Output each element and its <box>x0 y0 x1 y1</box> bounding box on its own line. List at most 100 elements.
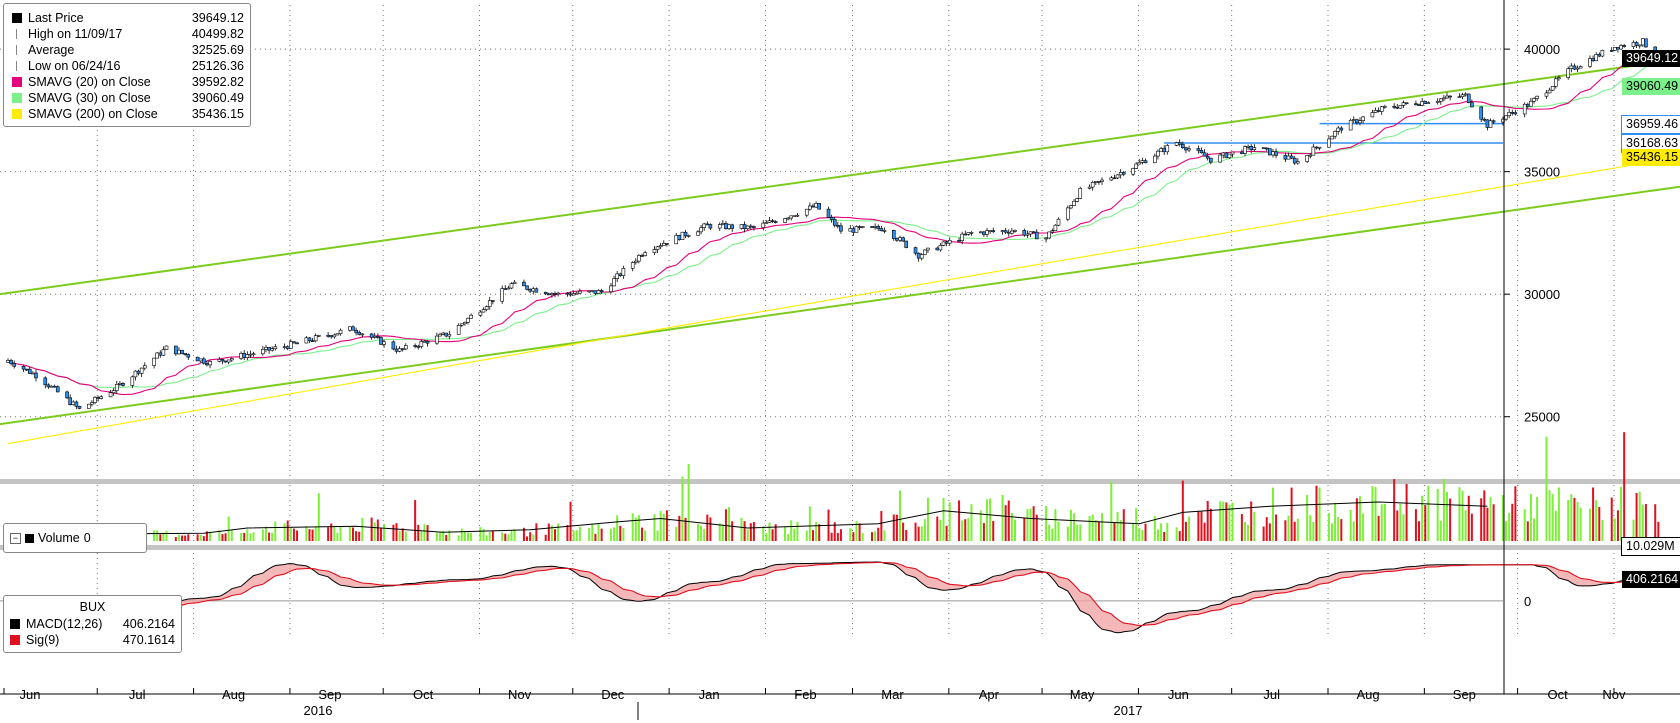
volume-bar <box>491 530 494 541</box>
macd-legend: BUX MACD(12,26) 406.2164 Sig(9) 470.1614 <box>3 595 182 653</box>
volume-bar <box>336 532 339 541</box>
candle-body <box>1613 47 1617 51</box>
legend-swatch <box>16 45 18 55</box>
candle-body <box>1370 112 1375 118</box>
volume-bar <box>1262 526 1265 541</box>
candle-body <box>270 348 274 351</box>
volume-bar <box>1446 491 1449 541</box>
candle-body <box>491 300 495 302</box>
volume-bar <box>1268 523 1271 541</box>
volume-bar <box>641 527 644 541</box>
y-tick-label: 40000 <box>1524 42 1560 57</box>
volume-bar <box>544 534 547 541</box>
candle-body <box>1529 100 1533 107</box>
candle-body <box>1162 148 1166 153</box>
volume-bar <box>1358 496 1361 541</box>
volume-bar <box>379 527 382 541</box>
candle-body <box>242 353 247 358</box>
volume-bar <box>588 527 591 541</box>
volume-bar <box>1554 510 1557 541</box>
candle-body <box>435 335 439 344</box>
volume-bar <box>1641 504 1644 541</box>
volume-bar <box>687 463 690 541</box>
candle-body <box>1159 148 1163 152</box>
candle-body <box>316 335 321 337</box>
volume-bar <box>224 533 227 541</box>
candle-body <box>161 349 166 356</box>
candle-body <box>304 337 309 344</box>
volume-bar <box>283 523 286 541</box>
candle-body <box>1547 89 1552 94</box>
volume-bar <box>1222 501 1225 541</box>
candle-body <box>876 226 881 229</box>
candle-body <box>764 222 769 224</box>
legend-label: SMAVG (30) on Close <box>28 91 151 105</box>
volume-bar <box>463 532 466 541</box>
candle-body <box>1488 120 1493 128</box>
volume-bar <box>1247 524 1250 541</box>
volume-bar <box>728 506 731 541</box>
candle-body <box>1050 230 1055 233</box>
candle-body <box>425 340 430 344</box>
volume-bar <box>1122 509 1125 541</box>
candle-body <box>1482 118 1487 121</box>
x-tick-label: Jan <box>699 687 720 702</box>
volume-bar <box>839 529 842 541</box>
candle-body <box>1336 127 1341 132</box>
candle-body <box>1115 174 1120 179</box>
candle-body <box>239 353 243 359</box>
candle-body <box>1566 68 1571 78</box>
volume-bar <box>317 493 320 541</box>
volume-bar <box>1032 506 1035 541</box>
volume-bar <box>678 515 681 541</box>
candle-body <box>988 230 992 232</box>
legend-row: Last Price 39649.12 <box>12 10 244 26</box>
candle-body <box>139 367 144 374</box>
volume-bar <box>880 511 883 541</box>
volume-bar <box>1001 494 1004 541</box>
candle-body <box>509 283 514 289</box>
volume-bar <box>796 521 799 541</box>
candle-body <box>130 376 135 386</box>
candle-body <box>111 390 116 393</box>
signal-line <box>8 561 1659 626</box>
volume-bar <box>644 530 647 541</box>
volume-bar <box>289 527 292 541</box>
collapse-icon[interactable]: − <box>10 532 21 544</box>
volume-bar <box>1135 508 1138 541</box>
volume-bar <box>1225 502 1228 541</box>
candle-body <box>512 281 517 284</box>
volume-bar <box>743 521 746 541</box>
volume-bar <box>790 520 793 541</box>
volume-bar <box>1091 514 1094 541</box>
volume-bar <box>165 530 168 541</box>
legend-value: 39060.49 <box>191 91 244 105</box>
volume-bar <box>1334 502 1337 541</box>
x-tick-label: Jun <box>1168 687 1189 702</box>
volume-bar <box>1598 507 1601 541</box>
volume-bar <box>787 534 790 541</box>
candle-body <box>177 349 181 355</box>
candle-body <box>767 220 772 223</box>
x-tick-label: Dec <box>601 687 625 702</box>
volume-bar <box>597 524 600 541</box>
candle-body <box>1121 172 1126 175</box>
volume-bar <box>982 523 985 541</box>
volume-bar <box>833 522 836 541</box>
volume-bar <box>1094 520 1097 541</box>
candle-body <box>1463 93 1468 96</box>
candle-body <box>118 382 122 385</box>
volume-bar <box>967 518 970 541</box>
volume-bar <box>296 530 299 541</box>
candle-body <box>1510 112 1515 114</box>
volume-bar <box>348 526 351 541</box>
candle-body <box>456 325 461 335</box>
volume-bar <box>339 527 342 541</box>
candle-body <box>724 223 728 229</box>
candle-body <box>1438 98 1443 102</box>
candle-body <box>1053 224 1058 231</box>
candle-body <box>404 345 408 350</box>
candle-body <box>1184 147 1188 151</box>
candle-body <box>621 268 626 276</box>
candle-body <box>332 334 337 338</box>
